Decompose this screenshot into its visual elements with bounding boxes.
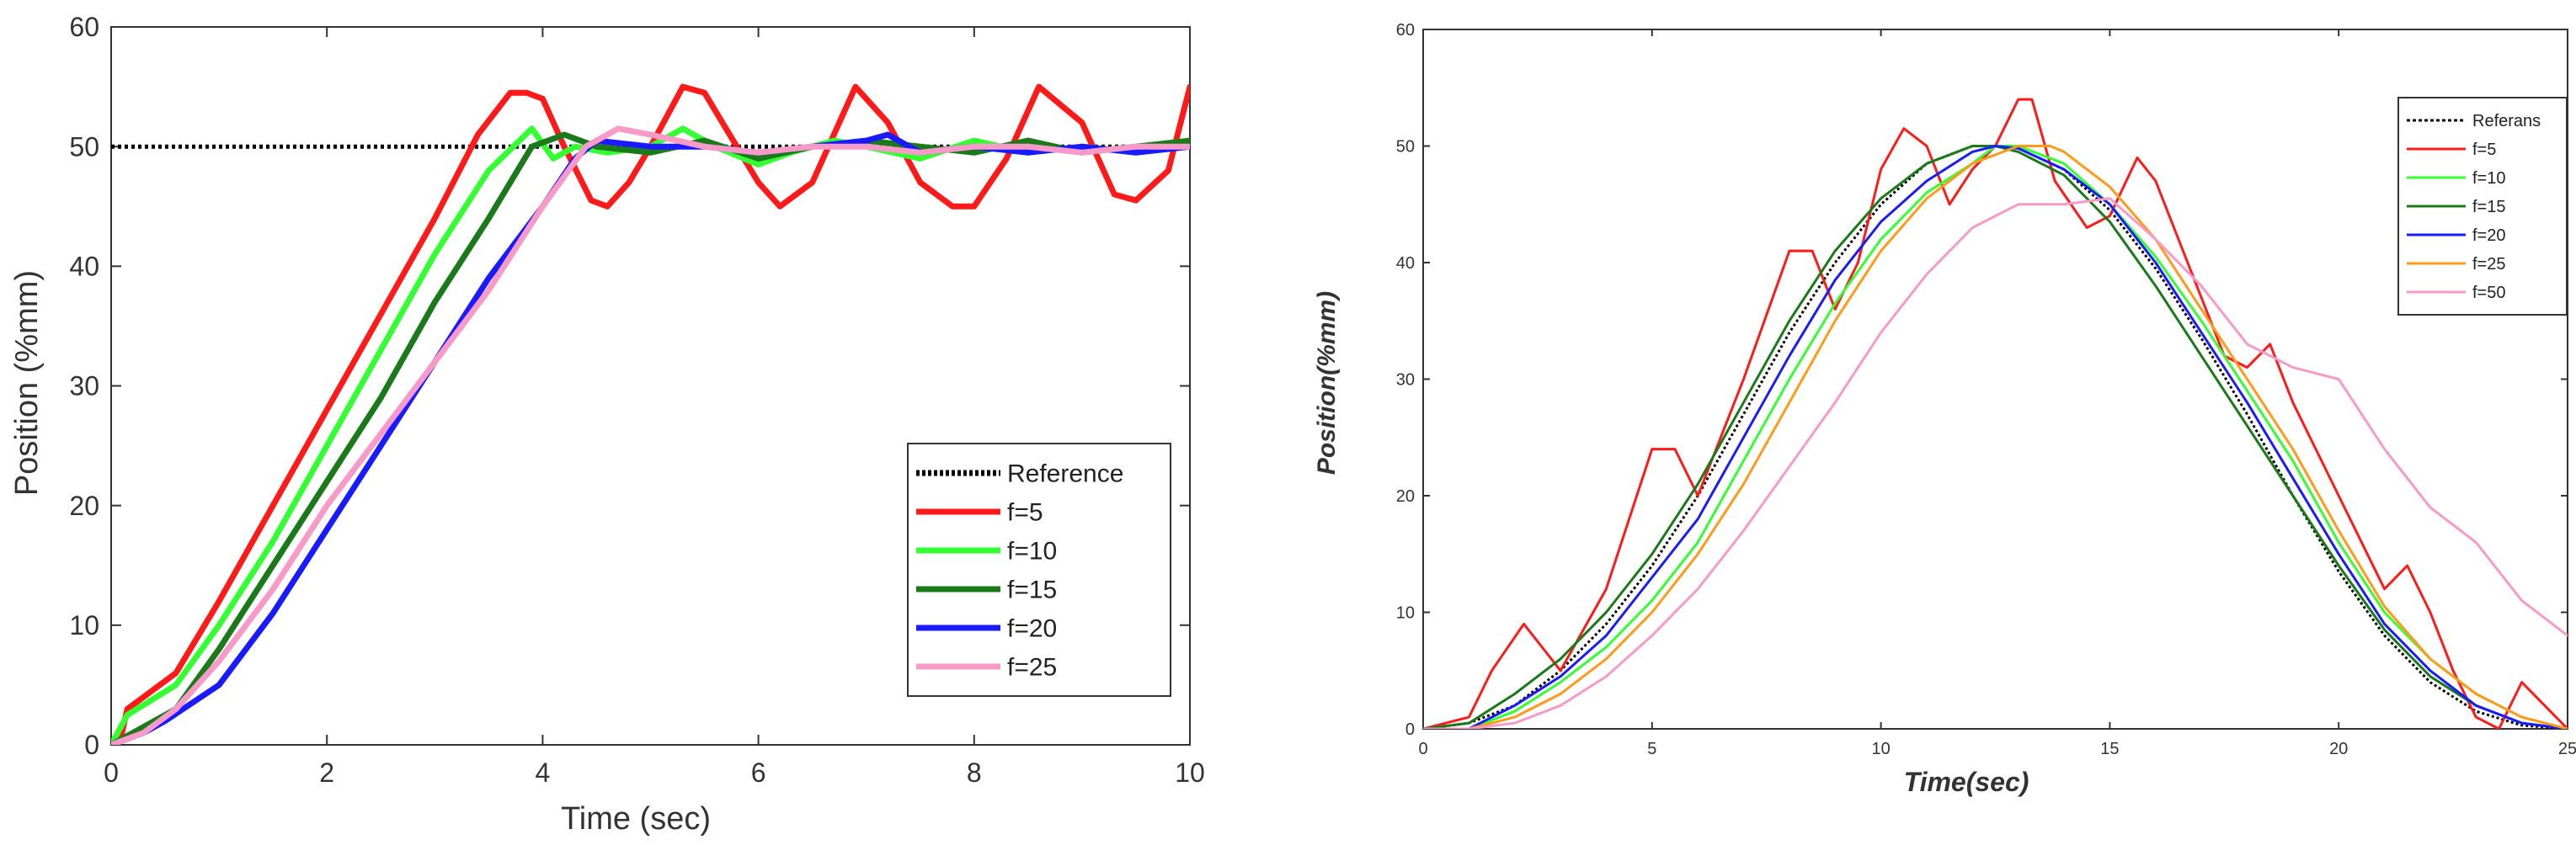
left-series-line-f-25 <box>111 125 1190 745</box>
left-chart-xlabel: Time (sec) <box>561 801 711 837</box>
left-legend-label-f-10: f=10 <box>1007 538 1057 566</box>
left-legend-label-f-25: f=25 <box>1007 654 1057 682</box>
right-ytick-label: 10 <box>1396 604 1415 623</box>
right-series-line-f-5 <box>1423 98 2568 729</box>
right-series-line-f-50 <box>1423 197 2568 729</box>
right-xtick-label: 5 <box>1647 740 1656 758</box>
left-xtick-label: 10 <box>1175 757 1205 788</box>
left-xtick-label: 6 <box>751 757 766 788</box>
left-ytick-label: 60 <box>69 12 99 42</box>
right-series-line-f-25 <box>1423 145 2568 729</box>
right-ytick-label: 0 <box>1405 720 1415 739</box>
right-xtick-label: 20 <box>2329 740 2348 758</box>
left-legend-label-f-15: f=15 <box>1007 577 1057 604</box>
left-xtick-label: 4 <box>536 757 551 788</box>
left-legend-label-f-20: f=20 <box>1007 615 1057 643</box>
right-ytick-label: 20 <box>1396 487 1415 506</box>
left-legend-label-f-5: f=5 <box>1007 499 1043 527</box>
right-xtick-label: 15 <box>2100 740 2119 758</box>
left-legend-label-reference: Reference <box>1007 460 1123 488</box>
left-chart: Time (sec) Position (%mm) 0 2 4 6 8 10 0 10 20 30… <box>9 12 1205 837</box>
right-chart-xlabel: Time(sec) <box>1904 767 2029 797</box>
left-xtick-label: 8 <box>967 757 982 788</box>
left-xtick-label: 0 <box>104 757 119 788</box>
left-series-group <box>111 83 1190 745</box>
right-xtick-label: 25 <box>2558 740 2576 758</box>
right-legend-label-f-50: f=50 <box>2472 284 2505 302</box>
right-series-line-f-20 <box>1423 145 2568 729</box>
left-ytick-label: 10 <box>69 610 99 640</box>
right-chart-ylabel: Position(%mm) <box>1313 291 1341 475</box>
left-ytick-label: 0 <box>84 730 99 760</box>
right-legend-label-f-25: f=25 <box>2472 255 2505 274</box>
right-legend-label-referans: Referans <box>2472 112 2541 130</box>
left-legend: Reference f=5 f=10 f=15 f=20 f=25 <box>907 443 1171 697</box>
right-ytick-label: 50 <box>1396 138 1415 157</box>
right-ytick-label: 30 <box>1396 371 1415 390</box>
right-series-group <box>1423 98 2568 729</box>
left-ytick-label: 20 <box>69 491 99 521</box>
left-xtick-label: 2 <box>319 757 334 788</box>
right-legend: Referans f=5 f=10 f=15 f=20 f=25 f=50 <box>2397 97 2568 316</box>
left-chart-ylabel: Position (%mm) <box>9 270 45 496</box>
right-legend-label-f-5: f=5 <box>2472 141 2496 159</box>
right-xtick-label: 10 <box>1871 740 1890 758</box>
left-ytick-label: 40 <box>69 252 99 282</box>
right-legend-label-f-10: f=10 <box>2472 169 2505 188</box>
right-legend-label-f-20: f=20 <box>2472 226 2505 245</box>
right-ytick-label: 40 <box>1396 254 1415 273</box>
left-ytick-label: 50 <box>69 131 99 162</box>
right-chart: Time(sec) Position(%mm) 0 5 10 15 20 25 0 10 20 3… <box>1313 21 2576 797</box>
right-legend-label-f-15: f=15 <box>2472 198 2505 216</box>
left-ytick-label: 30 <box>69 371 99 401</box>
right-ytick-label: 60 <box>1396 21 1415 40</box>
right-xtick-label: 0 <box>1418 740 1427 758</box>
left-legend-box <box>907 443 1171 697</box>
